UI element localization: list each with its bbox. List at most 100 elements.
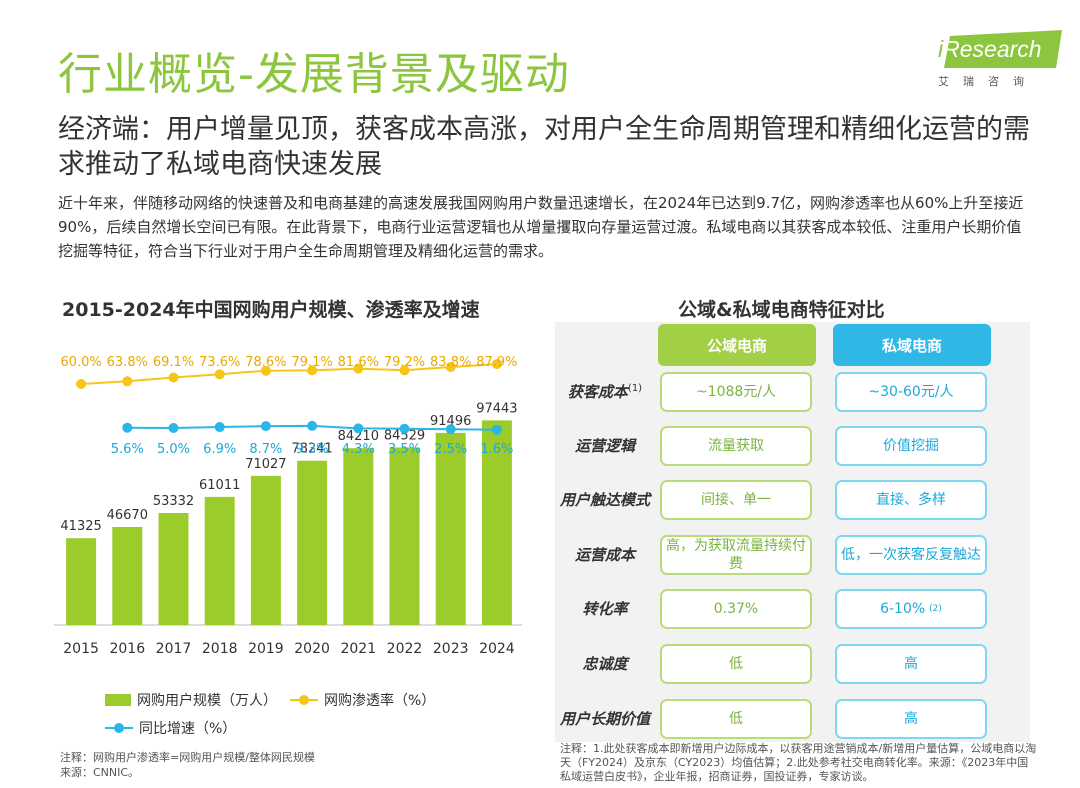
cell-private: 价值挖掘: [835, 426, 987, 466]
growth-label: 1.6%: [480, 442, 513, 457]
bar: [389, 447, 420, 625]
row-label: 用户触达模式: [559, 491, 650, 509]
cell-public: ~1088元/人: [660, 372, 812, 412]
bar-value-label: 71027: [245, 457, 286, 472]
row-label: 获客成本(1): [567, 383, 643, 401]
table-title: 公域&私域电商特征对比: [678, 299, 885, 321]
x-tick-label: 2021: [340, 641, 376, 657]
growth-label: 8.7%: [249, 442, 282, 457]
cell-public: 低: [660, 699, 812, 739]
penetration-point: [122, 376, 133, 387]
bar: [343, 448, 374, 625]
bar-value-label: 91496: [430, 414, 471, 429]
legend-item-growth: 同比增速（%）: [105, 718, 236, 738]
bar-value-label: 46670: [107, 508, 148, 523]
penetration-point: [76, 379, 87, 389]
penetration-label: 63.8%: [107, 355, 148, 370]
penetration-point: [260, 365, 271, 376]
growth-point: [491, 424, 502, 435]
logo-brand: iResearch: [938, 36, 1042, 62]
penetration-point: [491, 359, 502, 370]
growth-point: [307, 420, 318, 431]
penetration-point: [214, 369, 225, 380]
bar: [112, 526, 143, 625]
bar: [158, 513, 189, 625]
growth-label: 5.6%: [111, 442, 144, 457]
bar-value-label: 84529: [384, 428, 425, 443]
penetration-point: [445, 362, 456, 372]
penetration-point: [307, 365, 318, 376]
penetration-point: [399, 365, 410, 376]
penetration-label: 83.8%: [430, 355, 471, 370]
page-title: 行业概览-发展背景及驱动: [58, 49, 570, 100]
x-tick-label: 2020: [294, 641, 330, 657]
bar-value-label: 41325: [60, 519, 101, 534]
header-public: 公域电商: [658, 324, 816, 366]
growth-point: [260, 421, 271, 432]
penetration-label: 60.0%: [60, 355, 101, 370]
chart-source-line: 来源：CNNIC。: [60, 766, 140, 779]
x-tick-label: 2019: [248, 641, 284, 657]
cell-private: 6-10% (2): [835, 589, 987, 629]
growth-label: 2.5%: [434, 442, 467, 457]
chart-note-line: 注释：网购用户渗透率=网购用户规模/整体网民规模: [60, 751, 315, 764]
chart-title: 2015-2024年中国网购用户规模、渗透率及增速: [62, 299, 480, 321]
penetration-label: 79.1%: [291, 355, 332, 370]
penetration-label: 78.6%: [245, 355, 286, 370]
cell-public: 0.37%: [660, 589, 812, 629]
cell-public: 高，为获取流量持续付费: [660, 535, 812, 575]
x-tick-label: 2022: [387, 641, 423, 657]
legend-label: 网购用户规模（万人）: [137, 693, 277, 709]
growth-label: 9.3%: [296, 442, 329, 457]
bar: [204, 496, 235, 625]
penetration-label: 73.6%: [199, 355, 240, 370]
bar-value-label: 53332: [153, 494, 194, 509]
cell-private: 低，一次获客反复触达: [835, 535, 987, 575]
x-tick-label: 2023: [433, 641, 469, 657]
bar: [481, 420, 512, 625]
penetration-point: [353, 363, 364, 374]
cell-private: 直接、多样: [835, 480, 987, 520]
iresearch-logo: iResearch 艾瑞咨询: [938, 30, 1063, 90]
legend-item-penetration: 网购渗透率（%）: [290, 690, 435, 710]
header-private: 私域电商: [833, 324, 991, 366]
penetration-label: 79.2%: [384, 355, 425, 370]
legend-line-swatch: [105, 722, 133, 734]
intro-paragraph: 近十年来，伴随移动网络的快速普及和电商基建的高速发展我国网购用户数量迅速增长，在…: [58, 194, 1024, 260]
bar: [297, 460, 328, 625]
x-tick-label: 2015: [63, 641, 99, 657]
bar-value-label: 78241: [291, 442, 332, 457]
legend-bar-swatch: [105, 694, 131, 706]
penetration-label: 81.6%: [338, 355, 379, 370]
x-tick-label: 2017: [156, 641, 192, 657]
penetration-label: 87.9%: [476, 355, 517, 370]
x-tick-label: 2018: [202, 641, 238, 657]
bar-value-label: 97443: [476, 401, 517, 416]
legend-item-bar: 网购用户规模（万人）: [105, 690, 277, 710]
cell-public: 间接、单一: [660, 480, 812, 520]
growth-point: [353, 423, 364, 434]
bar: [435, 432, 466, 625]
bar-value-label: 84210: [338, 429, 379, 444]
footnote-marker: (1): [627, 383, 643, 394]
logo-subtext: 艾瑞咨询: [938, 75, 1038, 88]
cell-private: 高: [835, 699, 987, 739]
page-subtitle: 经济端：用户增量见顶，获客成本高涨，对用户全生命周期管理和精细化运营的需求推动了…: [58, 114, 1030, 180]
growth-point: [399, 423, 410, 434]
growth-label: 5.0%: [157, 442, 190, 457]
row-label: 用户长期价值: [559, 710, 650, 728]
x-tick-label: 2016: [109, 641, 145, 657]
penetration-point: [168, 372, 179, 383]
bar: [250, 475, 281, 625]
growth-point: [445, 424, 456, 435]
logo-parallelogram: [944, 30, 1062, 68]
growth-label: 3.5%: [388, 442, 421, 457]
table-footnote: 注释：1.此处获客成本即新增用户边际成本，以获客用途营销成本/新增用户量估算，公…: [560, 742, 1037, 783]
growth-label: 4.3%: [342, 442, 375, 457]
row-label: 转化率: [582, 600, 628, 618]
growth-point: [214, 422, 225, 433]
growth-label: 6.9%: [203, 442, 236, 457]
growth-point: [168, 423, 179, 433]
user-scale-chart: 41325 2015 46670 2016 53332 2017 61011 2018 7102…: [54, 355, 522, 657]
bar: [66, 538, 97, 625]
